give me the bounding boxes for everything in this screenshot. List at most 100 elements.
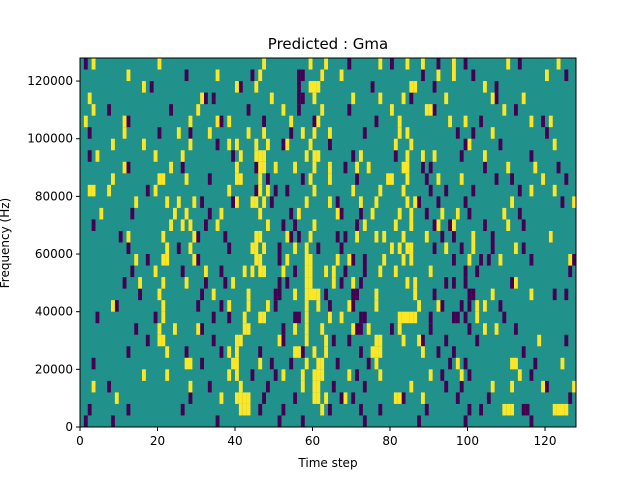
- heatmap-cell-high: [370, 346, 375, 358]
- heatmap-cell-high: [328, 311, 332, 324]
- heatmap-cell-low: [180, 265, 185, 278]
- heatmap-cell-high: [273, 161, 278, 174]
- heatmap-cell-high: [254, 242, 259, 255]
- heatmap-cell-high: [413, 81, 418, 93]
- heatmap-cell-high: [235, 334, 239, 347]
- x-tick-label: 80: [382, 434, 397, 448]
- heatmap-cell-high: [572, 196, 576, 208]
- heatmap-cell-high: [444, 242, 449, 255]
- heatmap-cell-low: [463, 196, 468, 208]
- heatmap-cell-high: [378, 92, 383, 105]
- heatmap-cell-high: [444, 92, 449, 105]
- heatmap-cell-low: [444, 184, 449, 197]
- heatmap-cell-low: [428, 311, 433, 324]
- heatmap-cell-high: [452, 58, 456, 70]
- heatmap-cell-low: [215, 138, 220, 151]
- heatmap-cell-high: [421, 58, 425, 70]
- heatmap-cell-low: [362, 311, 367, 324]
- heatmap-cell-high: [285, 254, 290, 266]
- heatmap-cell-high: [374, 196, 379, 208]
- heatmap-cell-low: [339, 277, 344, 289]
- heatmap-cell-low: [471, 184, 476, 197]
- heatmap-cell-high: [335, 207, 340, 220]
- heatmap-cell-high: [409, 219, 414, 231]
- heatmap-cell-low: [359, 323, 363, 335]
- heatmap-cell-low: [297, 81, 301, 93]
- heatmap-cell-high: [262, 150, 266, 162]
- heatmap-cell-low: [223, 277, 228, 289]
- heatmap-cell-high: [506, 161, 511, 174]
- heatmap-cell-high: [552, 403, 557, 416]
- heatmap-cell-high: [413, 288, 418, 301]
- heatmap-cell-high: [401, 92, 406, 105]
- heatmap-cell-low: [471, 69, 476, 82]
- heatmap-cell-low: [273, 184, 278, 197]
- heatmap-cell-high: [502, 207, 507, 220]
- y-axis-label: Frequency (Hz): [0, 198, 12, 289]
- heatmap-cell-high: [529, 184, 534, 197]
- heatmap-cell-high: [455, 357, 460, 370]
- heatmap-cell-low: [196, 230, 201, 243]
- heatmap-cell-low: [455, 311, 460, 324]
- heatmap-cell-high: [165, 242, 170, 255]
- heatmap-cell-low: [432, 288, 437, 301]
- heatmap-cell-high: [424, 104, 429, 116]
- heatmap-cell-low: [467, 323, 472, 335]
- heatmap-cell-low: [238, 81, 243, 93]
- heatmap-cell-high: [258, 150, 263, 162]
- heatmap-cell-low: [355, 173, 359, 185]
- heatmap-cell-low: [122, 277, 127, 289]
- heatmap-cell-low: [293, 392, 297, 404]
- heatmap-cell-high: [405, 58, 410, 70]
- heatmap-cell-low: [475, 265, 480, 278]
- heatmap-cell-high: [304, 357, 309, 370]
- heatmap-cell-high: [312, 392, 317, 404]
- heatmap-cell-high: [300, 380, 305, 393]
- x-tick-label: 40: [227, 434, 242, 448]
- heatmap-cell-low: [316, 242, 321, 255]
- heatmap-cell-high: [91, 58, 96, 70]
- heatmap-cell-low: [455, 392, 460, 404]
- heatmap-cell-high: [211, 288, 216, 301]
- heatmap-cell-high: [308, 58, 313, 70]
- heatmap-cell-low: [479, 254, 483, 266]
- heatmap-cell-low: [145, 254, 150, 266]
- heatmap-cell-high: [142, 81, 146, 93]
- heatmap-cell-high: [506, 403, 511, 416]
- heatmap-cell-low: [266, 173, 270, 185]
- heatmap-cell-high: [297, 346, 301, 358]
- heatmap-cell-high: [347, 254, 352, 266]
- heatmap-cell-high: [250, 242, 255, 255]
- heatmap-cell-high: [459, 173, 464, 185]
- heatmap-cell-high: [231, 277, 235, 289]
- heatmap-cell-high: [308, 173, 313, 185]
- heatmap-cell-high: [196, 104, 201, 116]
- heatmap-cell-high: [401, 161, 406, 174]
- heatmap-cell-high: [328, 196, 332, 208]
- heatmap-cell-low: [347, 58, 352, 70]
- heatmap-cell-low: [215, 415, 220, 427]
- heatmap-cell-low: [479, 403, 483, 416]
- heatmap-cell-high: [436, 219, 441, 231]
- heatmap-cell-low: [273, 300, 278, 312]
- heatmap-cell-low: [463, 277, 468, 289]
- heatmap-cell-low: [180, 403, 185, 416]
- heatmap-cell-low: [227, 311, 232, 324]
- heatmap-cell-low: [444, 380, 449, 393]
- heatmap-cell-high: [339, 311, 344, 324]
- heatmap-cell-low: [564, 173, 569, 185]
- heatmap-cell-high: [142, 369, 146, 381]
- heatmap-cell-high: [405, 196, 410, 208]
- heatmap-cell-high: [405, 173, 410, 185]
- heatmap-cell-low: [428, 161, 433, 174]
- heatmap-cell-low: [545, 127, 549, 139]
- heatmap-cell-low: [289, 207, 294, 220]
- heatmap-cell-high: [316, 392, 321, 404]
- heatmap-cell-low: [463, 415, 468, 427]
- heatmap-cell-high: [269, 92, 274, 105]
- heatmap-cell-low: [211, 92, 216, 105]
- heatmap-cell-high: [242, 392, 247, 404]
- heatmap-cell-high: [351, 277, 356, 289]
- heatmap-cell-high: [173, 323, 177, 335]
- heatmap-cell-low: [281, 138, 286, 151]
